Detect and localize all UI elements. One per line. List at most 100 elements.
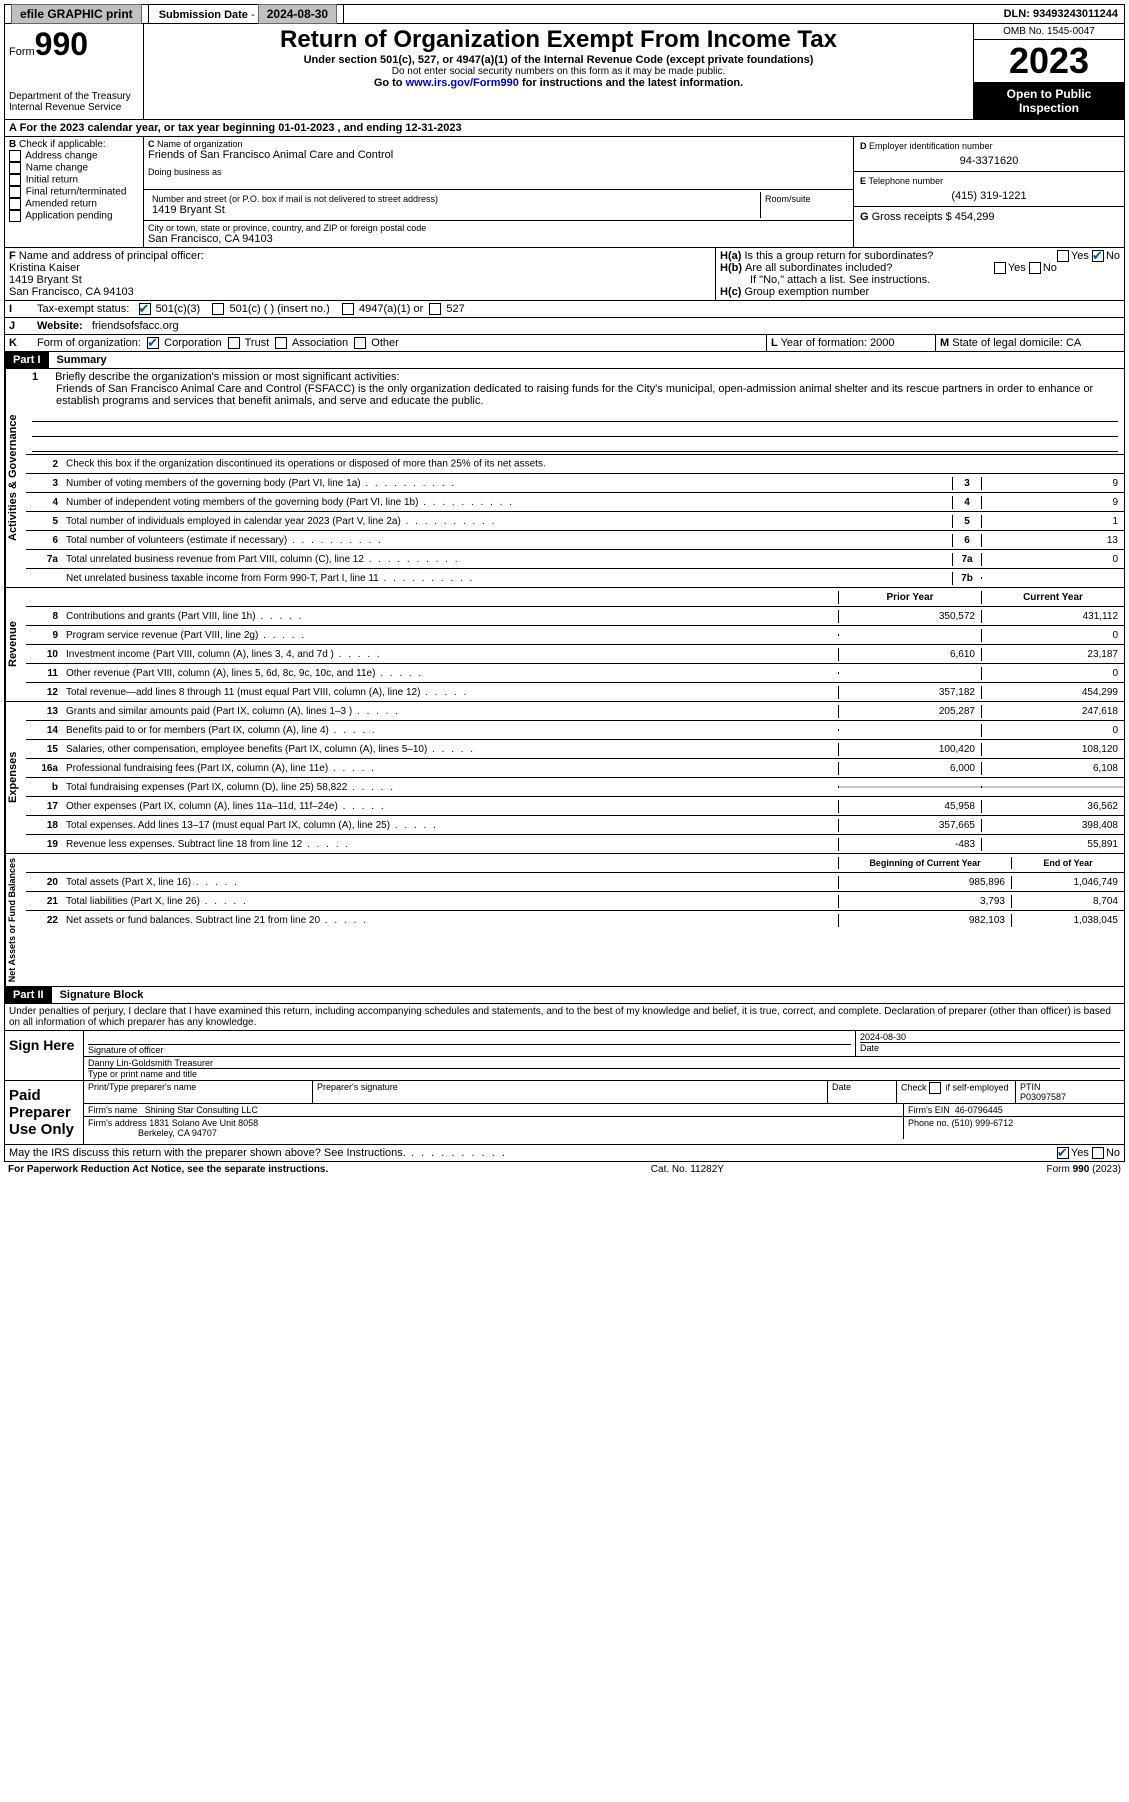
hb-no: No	[1043, 262, 1057, 274]
form-subtitle: Under section 501(c), 527, or 4947(a)(1)…	[148, 54, 969, 66]
chk-hb-no[interactable]	[1029, 262, 1041, 274]
dba-label: Doing business as	[148, 167, 849, 177]
line-num: 17	[26, 800, 62, 813]
chk-other[interactable]	[354, 337, 366, 349]
chk-self-employed[interactable]	[929, 1082, 941, 1094]
dept-treasury: Department of the Treasury	[9, 91, 139, 102]
line-desc: Total assets (Part X, line 16)	[62, 876, 838, 889]
date-label: Date	[860, 1043, 879, 1053]
ein-value: 94-3371620	[860, 151, 1118, 167]
col-eoy: End of Year	[1011, 857, 1124, 869]
dln-value: 93493243011244	[1033, 8, 1118, 20]
discuss-text: May the IRS discuss this return with the…	[9, 1147, 507, 1159]
footer: For Paperwork Reduction Act Notice, see …	[4, 1162, 1125, 1177]
firm-addr2: Berkeley, CA 94707	[138, 1128, 217, 1138]
firm-ein-label: Firm's EIN	[908, 1105, 950, 1115]
chk-association[interactable]	[275, 337, 287, 349]
footer-year: (2023)	[1089, 1164, 1121, 1175]
cell-shade	[838, 786, 981, 788]
current-val: 454,299	[981, 686, 1124, 699]
paid-preparer-section: Paid Preparer Use Only Print/Type prepar…	[4, 1081, 1125, 1145]
chk-final-return[interactable]	[9, 186, 21, 198]
gross-label: Gross receipts $	[872, 211, 952, 223]
vlabel-expenses: Expenses	[5, 702, 26, 853]
l-label: Year of formation:	[781, 337, 867, 349]
chk-application-pending[interactable]	[9, 210, 21, 222]
prior-val	[838, 729, 981, 731]
line-num: 8	[26, 610, 62, 623]
efile-print-button[interactable]: efile GRAPHIC print	[11, 4, 142, 24]
part2-header: Part II Signature Block	[4, 987, 1125, 1004]
mission-label: Briefly describe the organization's miss…	[55, 371, 399, 383]
j-label: Website:	[37, 320, 83, 332]
line-val: 13	[981, 534, 1124, 547]
chk-501c[interactable]	[212, 303, 224, 315]
form-title: Return of Organization Exempt From Incom…	[148, 26, 969, 54]
current-val: 6,108	[981, 762, 1124, 775]
line-num: 19	[26, 838, 62, 851]
chk-discuss-no[interactable]	[1092, 1147, 1104, 1159]
chk-corporation[interactable]	[147, 337, 159, 349]
firm-name-label: Firm's name	[88, 1105, 137, 1115]
line-val: 1	[981, 515, 1124, 528]
opt-initial-return: Initial return	[26, 175, 78, 186]
firm-ein: 46-0796445	[955, 1105, 1003, 1115]
chk-hb-yes[interactable]	[994, 262, 1006, 274]
prior-val	[838, 672, 981, 674]
prior-val: 6,610	[838, 648, 981, 661]
chk-ha-yes[interactable]	[1057, 250, 1069, 262]
line-desc: Salaries, other compensation, employee b…	[62, 743, 838, 756]
chk-4947[interactable]	[342, 303, 354, 315]
line-num: 21	[26, 895, 62, 908]
submission-date-label: Submission Date	[159, 9, 248, 21]
section-fh: F Name and address of principal officer:…	[4, 248, 1125, 301]
prior-val: 3,793	[838, 895, 1011, 908]
check-label: Check	[901, 1083, 927, 1093]
chk-initial-return[interactable]	[9, 174, 21, 186]
line-desc: Total revenue—add lines 8 through 11 (mu…	[62, 686, 838, 699]
line-desc: Total number of individuals employed in …	[62, 515, 952, 528]
chk-501c3[interactable]	[139, 303, 151, 315]
prior-val: 6,000	[838, 762, 981, 775]
submission-date-button[interactable]: 2024-08-30	[258, 4, 337, 24]
part2-title: Signature Block	[52, 987, 152, 1003]
line-desc: Total liabilities (Part X, line 26)	[62, 895, 838, 908]
line-num: 16a	[26, 762, 62, 775]
line-num: 5	[26, 515, 62, 528]
chk-527[interactable]	[429, 303, 441, 315]
l-value: 2000	[870, 337, 894, 349]
tax-year: 2023	[974, 40, 1124, 83]
current-val: 398,408	[981, 819, 1124, 832]
line-num	[26, 577, 62, 579]
dln-label: DLN:	[1004, 8, 1030, 20]
opt-name-change: Name change	[26, 163, 88, 174]
prior-val	[838, 634, 981, 636]
line-desc: Contributions and grants (Part VIII, lin…	[62, 610, 838, 623]
chk-trust[interactable]	[228, 337, 240, 349]
chk-name-change[interactable]	[9, 162, 21, 174]
officer-city: San Francisco, CA 94103	[9, 286, 134, 298]
line-desc: Benefits paid to or for members (Part IX…	[62, 724, 838, 737]
opt-final-return: Final return/terminated	[26, 187, 127, 198]
opt-address-change: Address change	[25, 151, 97, 162]
line-desc: Total expenses. Add lines 13–17 (must eq…	[62, 819, 838, 832]
prior-val: 982,103	[838, 914, 1011, 927]
irs-label: Internal Revenue Service	[9, 102, 139, 113]
opt-4947: 4947(a)(1) or	[359, 303, 423, 315]
chk-discuss-yes[interactable]	[1057, 1147, 1069, 1159]
firm-phone-label: Phone no.	[908, 1118, 949, 1128]
perjury-text: Under penalties of perjury, I declare th…	[4, 1004, 1125, 1031]
prior-val: 985,896	[838, 876, 1011, 889]
current-val: 247,618	[981, 705, 1124, 718]
footer-left: For Paperwork Reduction Act Notice, see …	[8, 1164, 328, 1175]
prior-val: 357,665	[838, 819, 981, 832]
form-number: 990	[35, 26, 88, 62]
chk-ha-no[interactable]	[1092, 250, 1104, 262]
line-desc: Investment income (Part VIII, column (A)…	[62, 648, 838, 661]
chk-address-change[interactable]	[9, 150, 21, 162]
officer-street: 1419 Bryant St	[9, 274, 82, 286]
irs-link[interactable]: www.irs.gov/Form990	[406, 77, 519, 89]
chk-amended-return[interactable]	[9, 198, 21, 210]
line-num: 10	[26, 648, 62, 661]
line-num: b	[26, 781, 62, 794]
